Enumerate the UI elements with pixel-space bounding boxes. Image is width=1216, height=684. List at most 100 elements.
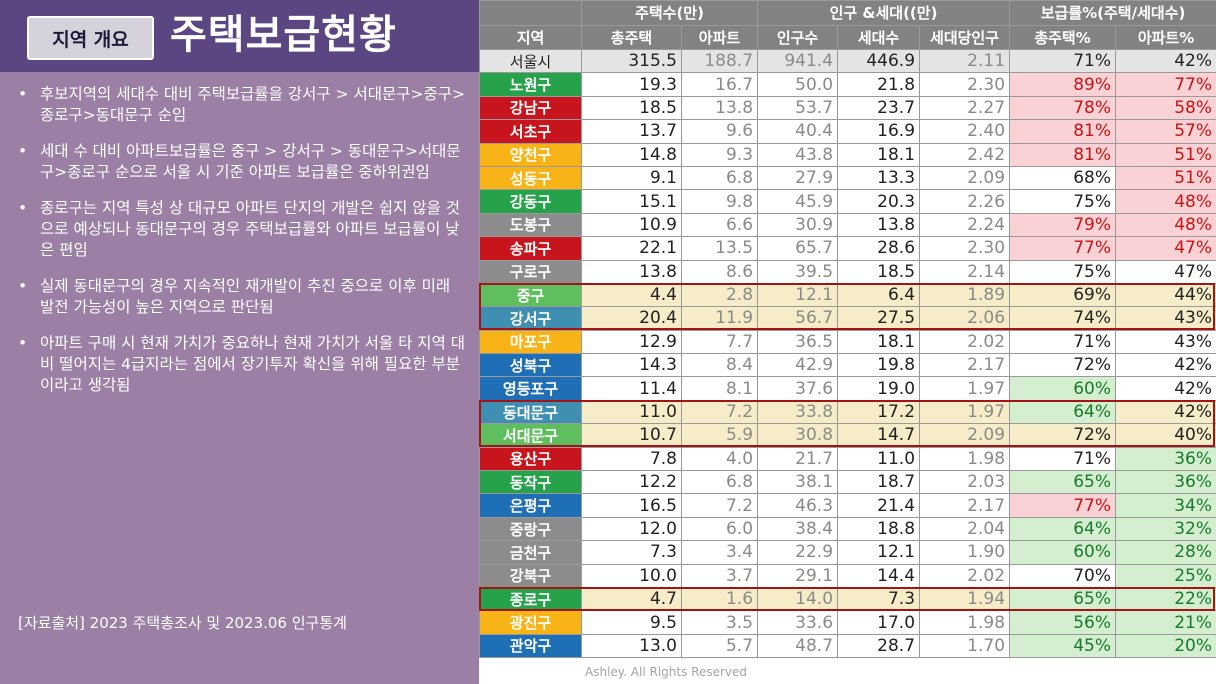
value-cell: 9.1 [581, 165, 682, 191]
value-cell: 2.42 [919, 142, 1011, 167]
value-cell: 42% [1115, 399, 1216, 425]
left-panel: 지역 개요 주택보급현황 • 후보지역의 세대수 대비 주택보급률을 강서구 > … [0, 0, 479, 684]
value-cell: 14.7 [837, 423, 921, 448]
value-cell: 1.94 [919, 586, 1011, 612]
value-cell: 9.8 [680, 189, 759, 214]
value-cell: 3.5 [680, 610, 759, 635]
value-cell: 11.0 [837, 446, 921, 472]
value-cell: 11.4 [581, 376, 682, 401]
value-cell: 4.4 [581, 282, 682, 308]
value-cell: 71% [1009, 329, 1117, 355]
bullet-dot-icon: • [18, 334, 28, 352]
table-row: 동작구 12.2 6.8 38.1 18.7 2.03 65% 36% [479, 470, 1216, 495]
value-cell: 7.8 [581, 446, 682, 472]
region-cell: 중랑구 [479, 516, 582, 542]
table-row: 강서구 20.4 11.9 56.7 27.5 2.06 74% 43% [479, 306, 1216, 331]
value-cell: 51% [1115, 165, 1216, 191]
table-row: 은평구 16.5 7.2 46.3 21.4 2.17 77% 34% [479, 493, 1216, 518]
bullet-text: 후보지역의 세대수 대비 주택보급률을 강서구 > 서대문구>중구>종로구>동대… [40, 85, 466, 124]
bullet-text: 아파트 구매 시 현재 가치가 중요하나 현재 가치가 서울 타 지역 대비 떨… [40, 334, 465, 394]
region-cell: 서대문구 [479, 423, 582, 448]
watermark: Ashley. All Rights Reserved [585, 665, 748, 679]
value-cell: 6.8 [680, 470, 759, 495]
value-cell: 2.17 [919, 353, 1011, 378]
value-cell: 21.4 [837, 493, 921, 518]
value-cell: 7.2 [680, 493, 759, 518]
value-cell: 9.3 [680, 142, 759, 167]
value-cell: 2.27 [919, 95, 1011, 121]
value-cell: 89% [1009, 72, 1117, 97]
value-cell: 8.1 [680, 376, 759, 401]
group-header-population: 인구 &세대((만) [757, 0, 1011, 26]
column-header: 인구수 [757, 24, 839, 50]
table-row: 노원구 19.3 16.7 50.0 21.8 2.30 89% 77% [479, 72, 1216, 97]
value-cell: 27.9 [757, 165, 839, 191]
value-cell: 6.4 [837, 282, 921, 308]
value-cell: 6.6 [680, 212, 759, 238]
value-cell: 45.9 [757, 189, 839, 214]
value-cell: 2.11 [919, 48, 1011, 74]
value-cell: 43% [1115, 306, 1216, 331]
value-cell: 13.8 [837, 212, 921, 238]
region-cell: 양천구 [479, 142, 582, 167]
value-cell: 941.4 [757, 48, 839, 74]
value-cell: 18.7 [837, 470, 921, 495]
value-cell: 36% [1115, 470, 1216, 495]
value-cell: 446.9 [837, 48, 921, 74]
value-cell: 29.1 [757, 563, 839, 588]
bullet-item: • 종로구는 지역 특성 상 대규모 아파트 단지의 개발은 쉽지 않을 것으로 … [14, 198, 469, 261]
table-row: 영등포구 11.4 8.1 37.6 19.0 1.97 60% 42% [479, 376, 1216, 401]
region-cell: 노원구 [479, 72, 582, 97]
value-cell: 40% [1115, 423, 1216, 448]
value-cell: 2.14 [919, 259, 1011, 284]
value-cell: 11.9 [680, 306, 759, 331]
value-cell: 6.8 [680, 165, 759, 191]
value-cell: 8.6 [680, 259, 759, 284]
region-cell: 성북구 [479, 353, 582, 378]
value-cell: 1.90 [919, 540, 1011, 565]
value-cell: 18.1 [837, 329, 921, 355]
value-cell: 65% [1009, 586, 1117, 612]
value-cell: 6.0 [680, 516, 759, 542]
table-row: 중구 4.4 2.8 12.1 6.4 1.89 69% 44% [479, 282, 1216, 308]
region-cell: 은평구 [479, 493, 582, 518]
value-cell: 47% [1115, 259, 1216, 284]
value-cell: 12.9 [581, 329, 682, 355]
value-cell: 74% [1009, 306, 1117, 331]
value-cell: 81% [1009, 119, 1117, 144]
value-cell: 30.8 [757, 423, 839, 448]
column-header: 아파트 [680, 24, 759, 50]
region-cell: 마포구 [479, 329, 582, 355]
page-title: 주택보급현황 [170, 12, 397, 58]
value-cell: 2.04 [919, 516, 1011, 542]
value-cell: 65.7 [757, 236, 839, 261]
value-cell: 1.98 [919, 446, 1011, 472]
value-cell: 58% [1115, 95, 1216, 121]
value-cell: 43% [1115, 329, 1216, 355]
source-note: [자료출처] 2023 주택총조사 및 2023.06 인구통계 [18, 614, 347, 632]
table-row: 서초구 13.7 9.6 40.4 16.9 2.40 81% 57% [479, 119, 1216, 144]
value-cell: 28% [1115, 540, 1216, 565]
value-cell: 36.5 [757, 329, 839, 355]
value-cell: 44% [1115, 282, 1216, 308]
value-cell: 188.7 [680, 48, 759, 74]
table-row: 강북구 10.0 3.7 29.1 14.4 2.02 70% 25% [479, 563, 1216, 588]
column-header-row: 지역 총주택 아파트 인구수 세대수 세대당인구 총주택% 아파트% [479, 24, 1216, 50]
table-row: 마포구 12.9 7.7 36.5 18.1 2.02 71% 43% [479, 329, 1216, 355]
value-cell: 68% [1009, 165, 1117, 191]
value-cell: 2.17 [919, 493, 1011, 518]
value-cell: 69% [1009, 282, 1117, 308]
value-cell: 65% [1009, 470, 1117, 495]
value-cell: 1.70 [919, 633, 1011, 659]
value-cell: 14.8 [581, 142, 682, 167]
value-cell: 19.0 [837, 376, 921, 401]
region-cell: 구로구 [479, 259, 582, 284]
value-cell: 2.02 [919, 563, 1011, 588]
value-cell: 81% [1009, 142, 1117, 167]
value-cell: 53.7 [757, 95, 839, 121]
value-cell: 16.5 [581, 493, 682, 518]
value-cell: 70% [1009, 563, 1117, 588]
value-cell: 8.4 [680, 353, 759, 378]
column-header: 총주택% [1009, 24, 1117, 50]
housing-supply-table: 주택수(만) 인구 &세대((만) 보급률%(주택/세대수) 지역 총주택 아파… [479, 0, 1216, 659]
